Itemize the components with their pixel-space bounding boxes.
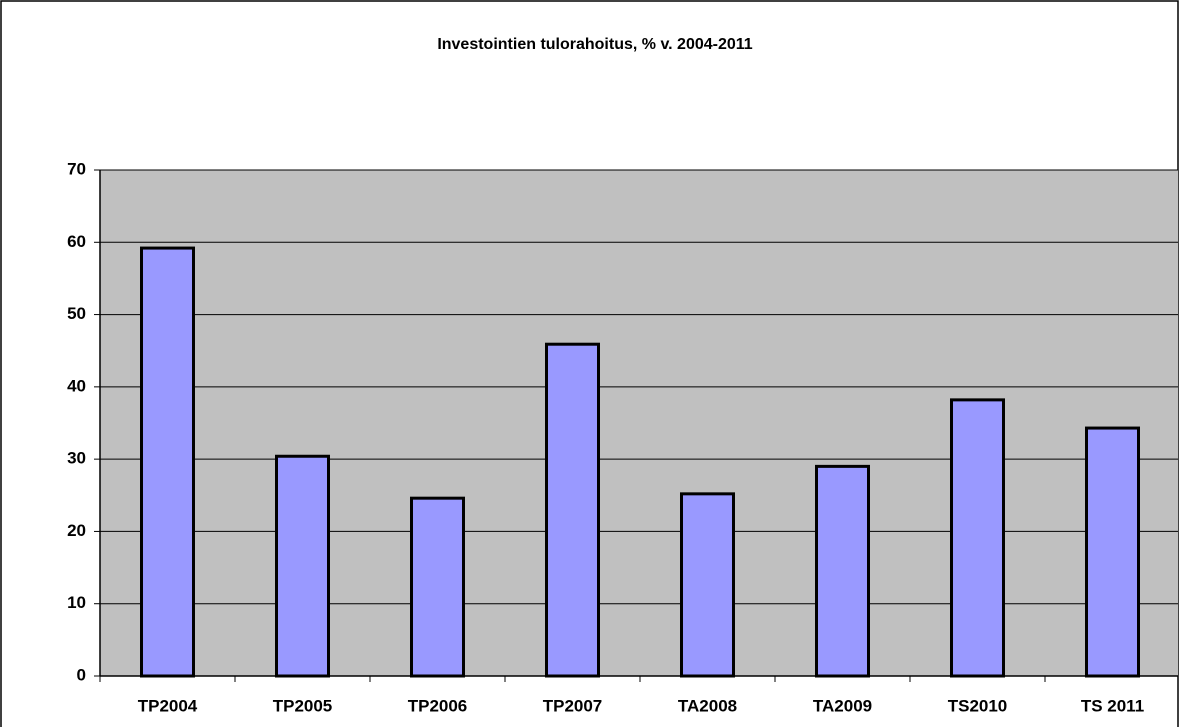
bar [950, 398, 1005, 678]
bar [140, 246, 195, 678]
y-tick-label: 30 [67, 449, 86, 468]
x-tick-label: TS 2011 [1081, 696, 1144, 715]
bar [410, 496, 465, 678]
x-tick-label: TA2008 [678, 696, 737, 715]
x-tick-label: TP2004 [138, 696, 198, 715]
x-tick-label: TP2007 [543, 696, 603, 715]
x-tick-label: TP2005 [273, 696, 333, 715]
x-tick-label: TP2006 [408, 696, 468, 715]
y-tick-label: 70 [67, 159, 86, 178]
chart-title: Investointien tulorahoitus, % v. 2004-20… [437, 36, 752, 53]
x-tick-label: TS2010 [948, 696, 1008, 715]
y-tick-label: 10 [67, 593, 86, 612]
y-tick-label: 20 [67, 521, 86, 540]
y-tick-label: 50 [67, 304, 86, 323]
bar [275, 454, 330, 678]
bar [680, 492, 735, 678]
x-tick-label: TA2009 [813, 696, 872, 715]
bar [1085, 426, 1140, 678]
y-tick-label: 60 [67, 232, 86, 251]
y-tick-label: 40 [67, 376, 86, 395]
bar [545, 342, 600, 678]
y-tick-label: 0 [77, 665, 86, 684]
plot-area [100, 170, 1178, 676]
bar [815, 464, 870, 678]
